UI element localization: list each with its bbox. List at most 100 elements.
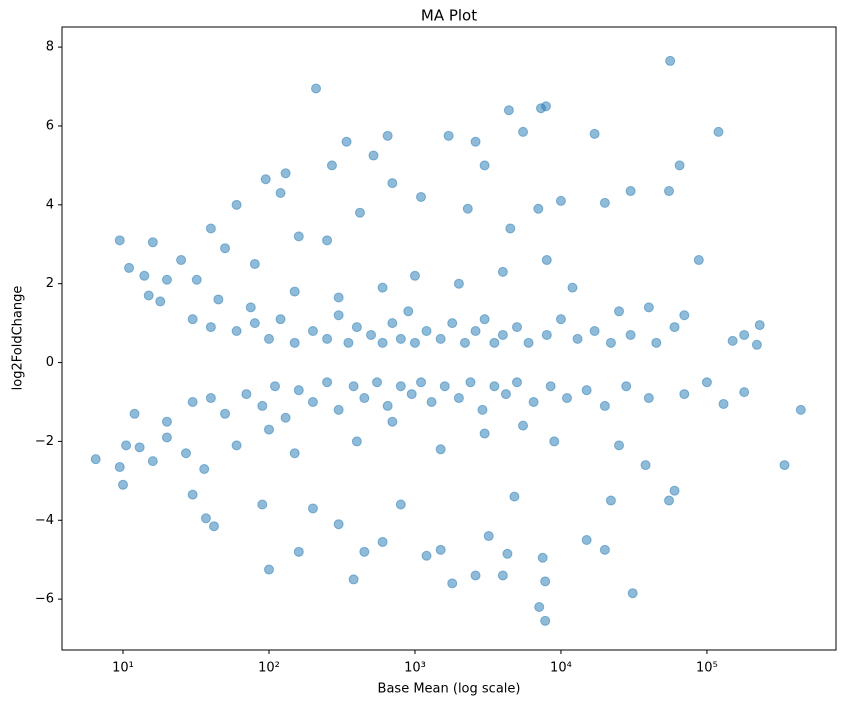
point — [477, 404, 488, 415]
x-tick-label: 10³ — [404, 661, 426, 676]
point — [263, 564, 274, 575]
y-tick-label: 8 — [46, 40, 54, 55]
point — [333, 404, 344, 415]
point — [387, 416, 398, 427]
point — [421, 550, 432, 561]
point — [497, 266, 508, 277]
point — [249, 318, 260, 329]
point — [540, 101, 551, 112]
x-tick-label: 10⁴ — [550, 661, 572, 676]
point — [518, 420, 529, 431]
point — [621, 381, 632, 392]
point — [751, 339, 762, 350]
point — [512, 377, 523, 388]
point — [409, 270, 420, 281]
point — [263, 333, 274, 344]
point — [333, 519, 344, 530]
point — [718, 398, 729, 409]
point — [191, 274, 202, 285]
y-tick-label: 4 — [46, 197, 54, 212]
point — [293, 546, 304, 557]
y-tick-label: −4 — [35, 513, 54, 528]
point — [260, 174, 271, 185]
point — [669, 322, 680, 333]
point — [435, 444, 446, 455]
chart-title: MA Plot — [421, 7, 477, 25]
point — [280, 412, 291, 423]
point — [605, 337, 616, 348]
point — [147, 237, 158, 248]
point — [555, 195, 566, 206]
point — [377, 337, 388, 348]
point — [465, 377, 476, 388]
point — [121, 440, 132, 451]
point — [208, 521, 219, 532]
plot-frame — [61, 26, 837, 651]
point — [664, 186, 675, 197]
point — [534, 602, 545, 613]
point — [421, 326, 432, 337]
point — [500, 389, 511, 400]
point — [470, 570, 481, 581]
point — [275, 314, 286, 325]
point — [359, 393, 370, 404]
point — [231, 326, 242, 337]
point — [665, 55, 676, 66]
point — [459, 337, 470, 348]
point — [701, 377, 712, 388]
point — [435, 333, 446, 344]
x-tick-label: 10² — [258, 661, 280, 676]
point — [403, 306, 414, 317]
point — [447, 578, 458, 589]
point — [643, 302, 654, 313]
y-tick-label: −2 — [35, 434, 54, 449]
point — [483, 531, 494, 542]
point — [395, 499, 406, 510]
point — [351, 322, 362, 333]
point — [599, 544, 610, 555]
point — [795, 404, 806, 415]
point — [549, 436, 560, 447]
point — [333, 292, 344, 303]
point — [497, 570, 508, 581]
point — [134, 442, 145, 453]
point — [395, 381, 406, 392]
point — [343, 337, 354, 348]
point — [395, 333, 406, 344]
point — [727, 335, 738, 346]
x-axis-label: Base Mean (log scale) — [378, 682, 521, 697]
point — [114, 235, 125, 246]
point — [409, 337, 420, 348]
point — [739, 387, 750, 398]
point — [462, 203, 473, 214]
point — [176, 255, 187, 266]
point — [489, 381, 500, 392]
point — [187, 314, 198, 325]
point — [627, 588, 638, 599]
point — [129, 408, 140, 419]
point — [377, 282, 388, 293]
point — [470, 136, 481, 147]
x-tick-label: 10¹ — [112, 661, 134, 676]
point — [561, 393, 572, 404]
point — [589, 326, 600, 337]
point — [541, 255, 552, 266]
point — [555, 314, 566, 325]
point — [497, 329, 508, 340]
point — [199, 464, 210, 475]
point — [489, 337, 500, 348]
point — [416, 191, 427, 202]
point — [453, 278, 464, 289]
point — [205, 322, 216, 333]
point — [439, 381, 450, 392]
point — [200, 513, 211, 524]
point — [581, 534, 592, 545]
point — [502, 548, 513, 559]
point — [366, 329, 377, 340]
point — [359, 546, 370, 557]
point — [713, 126, 724, 137]
point — [435, 544, 446, 555]
point — [257, 400, 268, 411]
point — [426, 396, 437, 407]
